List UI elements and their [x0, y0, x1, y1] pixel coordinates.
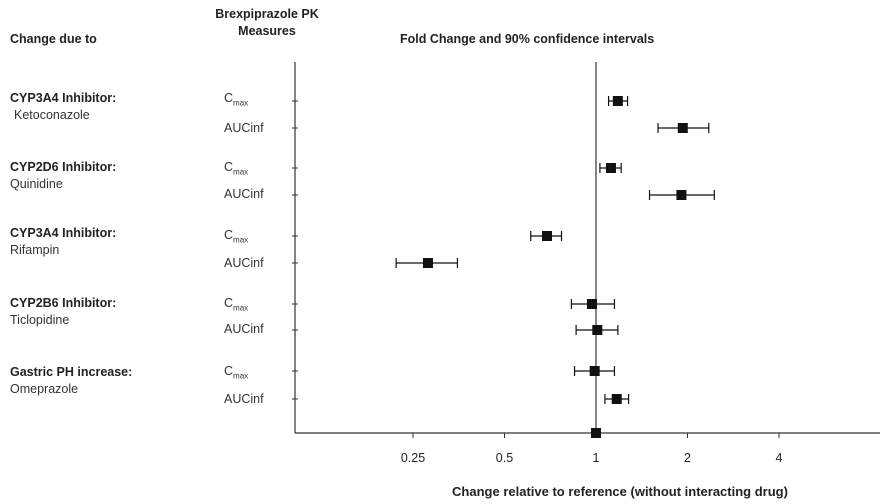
group-agent: Omeprazole [10, 382, 79, 396]
measure-auc: AUCinf [224, 187, 264, 201]
measure-cmax: Cmax [224, 296, 248, 313]
measure-auc: AUCinf [224, 392, 264, 406]
cmax-letter: C [224, 364, 234, 378]
x-tick-label: 2 [684, 451, 691, 465]
header-pk-line1: Brexpiprazole PK [215, 7, 319, 21]
cmax-letter: C [224, 91, 234, 105]
cmax-letter: C [224, 228, 234, 242]
header-fold-change: Fold Change and 90% confidence intervals [400, 32, 655, 46]
point-estimate [612, 96, 623, 106]
header-pk-measures: Brexpiprazole PK Measures [192, 6, 342, 40]
group-agent: Rifampin [10, 243, 60, 257]
measure-cmax: Cmax [224, 364, 248, 381]
point-estimate [589, 366, 600, 376]
group-name: CYP2D6 Inhibitor: [10, 160, 117, 174]
group-name: Gastric PH increase: [10, 365, 133, 379]
point-estimate [677, 123, 688, 133]
header-pk-line2: Measures [238, 24, 296, 38]
measure-auc: AUCinf [224, 256, 264, 270]
cmax-letter: C [224, 296, 234, 310]
x-tick-label: 4 [776, 451, 783, 465]
cmax-sub: max [233, 98, 249, 108]
x-tick-label: 1 [593, 451, 600, 465]
cmax-sub: max [233, 167, 249, 177]
cmax-sub: max [233, 371, 249, 381]
measure-auc: AUCinf [224, 121, 264, 135]
measure-cmax: Cmax [224, 91, 248, 108]
measure-auc: AUCinf [224, 322, 264, 336]
cmax-sub: max [233, 303, 249, 313]
x-axis-label: Change relative to reference (without in… [452, 484, 788, 499]
group-name: CYP3A4 Inhibitor: [10, 226, 117, 240]
cmax-sub: max [233, 235, 249, 245]
header-change-due-to: Change due to [10, 32, 97, 46]
measure-cmax: Cmax [224, 228, 248, 245]
point-estimate [605, 163, 616, 173]
group-name: CYP2B6 Inhibitor: [10, 296, 117, 310]
group-name: CYP3A4 Inhibitor: [10, 91, 117, 105]
x-tick-label: 0.25 [401, 451, 425, 465]
x-tick-label: 0.5 [496, 451, 513, 465]
cmax-letter: C [224, 160, 234, 174]
point-estimate [542, 231, 553, 241]
point-estimate [592, 325, 603, 335]
measure-cmax: Cmax [224, 160, 248, 177]
point-estimate [422, 258, 433, 268]
point-estimate [611, 394, 622, 404]
group-agent: Quinidine [10, 177, 63, 191]
group-agent: Ticlopidine [10, 313, 70, 327]
point-estimate [676, 190, 687, 200]
point-estimate [586, 299, 597, 309]
reference-point [591, 428, 601, 438]
group-agent: Ketoconazole [14, 108, 90, 122]
